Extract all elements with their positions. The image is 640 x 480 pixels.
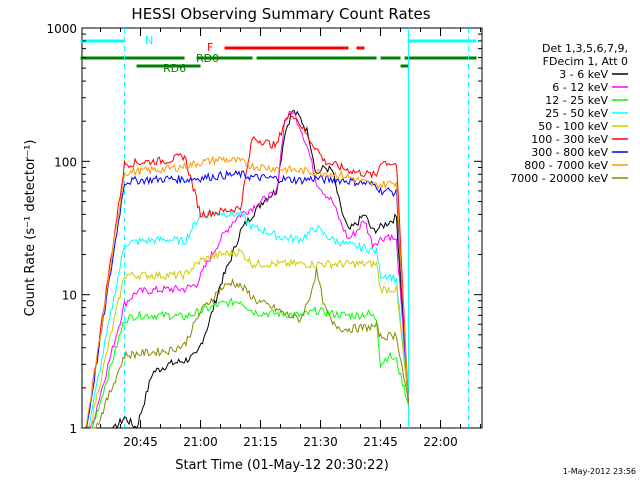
- annotation-rd6: RD6: [163, 62, 186, 75]
- legend-header-2: FDecim 1, Att 0: [543, 55, 628, 68]
- series-line-2: [80, 297, 409, 429]
- series-line-6: [80, 169, 409, 429]
- series-line-1: [80, 110, 409, 429]
- series-lines: [80, 109, 409, 430]
- legend-label-3: 25 - 50 keV: [545, 107, 608, 120]
- legend: Det 1,3,5,6,7,9, FDecim 1, Att 0 3 - 6 k…: [510, 42, 628, 185]
- x-tick-label-5: 22:00: [423, 435, 458, 449]
- series-line-7: [80, 155, 409, 429]
- y-axis-ticks: 1 10 100 1000: [46, 22, 482, 436]
- legend-label-4: 50 - 100 keV: [538, 120, 608, 133]
- x-tick-label-4: 21:45: [363, 435, 398, 449]
- series-line-4: [80, 247, 409, 429]
- x-tick-label-0: 20:45: [123, 435, 158, 449]
- x-tick-label-2: 21:15: [243, 435, 278, 449]
- annotation-n: N: [145, 34, 153, 47]
- x-tick-label-3: 21:30: [303, 435, 338, 449]
- annotation-f: F: [207, 41, 213, 54]
- flag-bars: [80, 39, 477, 68]
- legend-label-2: 12 - 25 keV: [545, 94, 608, 107]
- legend-label-8: 7000 - 20000 keV: [510, 172, 608, 185]
- y-tick-label-3: 1000: [46, 22, 77, 36]
- legend-label-5: 100 - 300 keV: [531, 133, 608, 146]
- annotation-rd0: RD0: [196, 52, 219, 65]
- annotations: N F RD0 RD6: [145, 34, 219, 75]
- y-axis-label: Count Rate (s⁻¹ detector⁻¹): [23, 140, 38, 317]
- chart-title: HESSI Observing Summary Count Rates: [131, 5, 430, 23]
- legend-label-7: 800 - 7000 keV: [524, 159, 608, 172]
- y-tick-label-1: 10: [62, 289, 77, 303]
- series-line-8: [80, 267, 409, 429]
- series-line-0: [80, 109, 409, 430]
- x-tick-label-1: 21:00: [183, 435, 218, 449]
- timestamp: 1-May-2012 23:56: [563, 467, 636, 476]
- x-axis-label: Start Time (01-May-12 20:30:22): [175, 458, 389, 473]
- series-line-3: [80, 208, 409, 429]
- series-line-5: [80, 112, 409, 429]
- legend-header-1: Det 1,3,5,6,7,9,: [542, 42, 628, 55]
- legend-label-0: 3 - 6 keV: [559, 68, 608, 81]
- vertical-markers: [124, 28, 470, 428]
- y-tick-label-0: 1: [69, 422, 77, 436]
- x-axis-ticks: 20:45 21:00 21:15 21:30 21:45 22:00: [100, 28, 482, 449]
- plot-frame: [81, 27, 483, 429]
- legend-label-1: 6 - 12 keV: [552, 81, 608, 94]
- y-tick-label-2: 100: [54, 155, 77, 169]
- legend-label-6: 300 - 800 keV: [531, 146, 608, 159]
